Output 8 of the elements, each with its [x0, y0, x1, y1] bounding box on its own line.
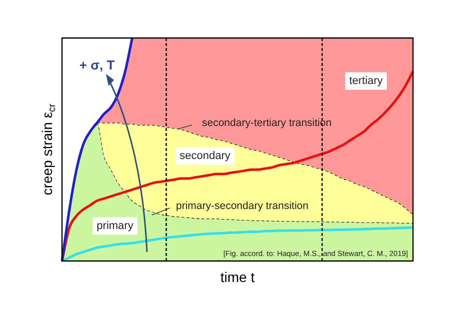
- annotation: primary-secondary transition: [176, 200, 309, 212]
- annotation: secondary-tertiary transition: [202, 116, 332, 129]
- annotation: + σ, T: [79, 58, 115, 73]
- annotation: secondary: [180, 150, 231, 162]
- annotation: tertiary: [349, 75, 384, 88]
- x-axis-title: time t: [220, 268, 255, 285]
- y-axis-title: creep strain εcr: [38, 103, 58, 196]
- annotation: primary: [96, 220, 134, 232]
